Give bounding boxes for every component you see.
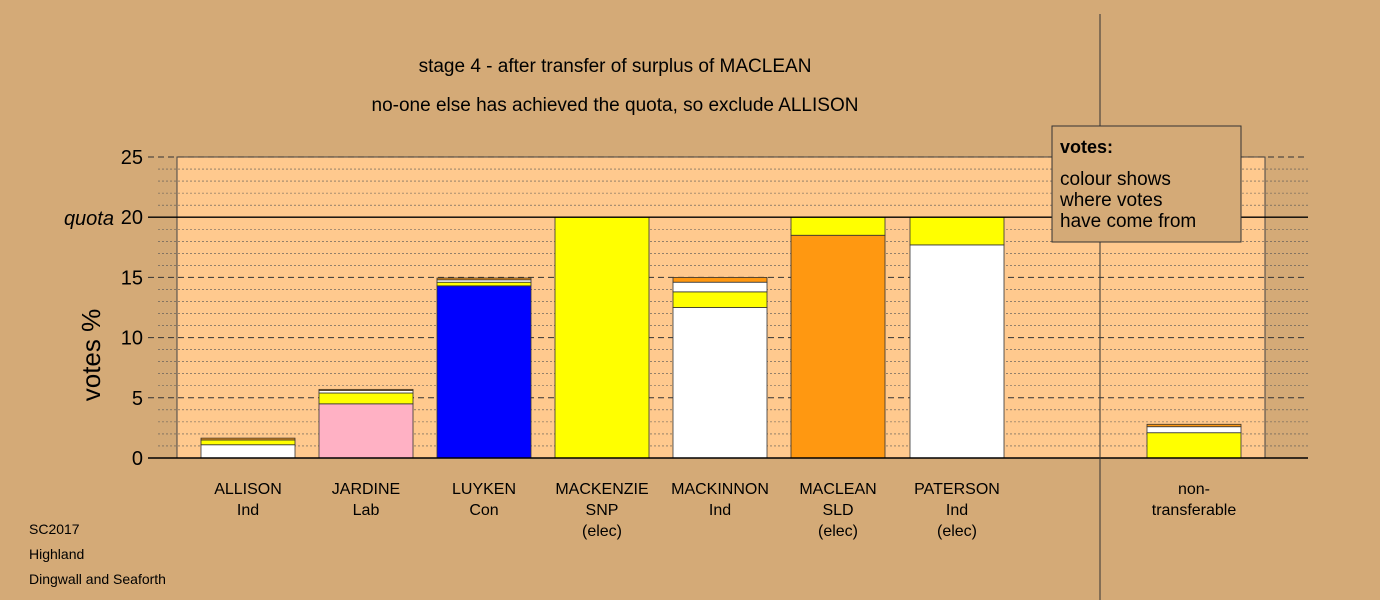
y-tick-label: 15 <box>121 267 143 289</box>
category-label: MACKENZIE <box>555 481 648 498</box>
bar-segment <box>1146 423 1242 428</box>
footer-line-2: Highland <box>29 546 85 562</box>
bar-segment <box>318 388 414 391</box>
y-tick-label: 5 <box>132 388 143 410</box>
bar-segment <box>909 216 1005 246</box>
bar-segment <box>1146 426 1242 434</box>
bar-segment <box>909 244 1005 459</box>
bar-segment <box>200 444 296 459</box>
legend-line-2: where votes <box>1059 190 1162 211</box>
category-label: Lab <box>353 502 380 519</box>
bar-segment <box>318 392 414 405</box>
legend-line-1: colour shows <box>1060 169 1171 190</box>
category-label: transferable <box>1152 502 1237 519</box>
bar-segment <box>672 276 768 283</box>
chart-title: stage 4 - after transfer of surplus of M… <box>419 56 812 77</box>
category-label: non- <box>1178 481 1210 498</box>
category-label: MACKINNON <box>671 481 769 498</box>
category-label: (elec) <box>818 523 858 540</box>
category-label: PATERSON <box>914 481 1000 498</box>
y-tick-label: 0 <box>132 448 143 470</box>
category-label: MACLEAN <box>799 481 876 498</box>
bar-segment <box>200 439 296 446</box>
bar-segment <box>554 216 650 459</box>
category-label: ALLISON <box>214 481 282 498</box>
category-label: Ind <box>237 502 259 519</box>
category-label: Con <box>469 502 498 519</box>
y-axis-label: votes % <box>76 309 106 402</box>
footer-line-1: SC2017 <box>29 521 80 537</box>
bar-segment <box>672 281 768 293</box>
bar-segment <box>436 281 532 287</box>
bar-segment <box>672 291 768 308</box>
chart-subtitle: no-one else has achieved the quota, so e… <box>372 95 859 116</box>
y-tick-label: 20 <box>121 207 143 229</box>
bar-segment <box>436 277 532 281</box>
bar-segment <box>790 234 886 459</box>
category-label: Ind <box>946 502 968 519</box>
category-label: SLD <box>822 502 853 519</box>
bar-segment <box>318 403 414 459</box>
category-label: Ind <box>709 502 731 519</box>
bar-segment <box>436 285 532 459</box>
category-label: JARDINE <box>332 481 400 498</box>
category-label: SNP <box>586 502 619 519</box>
legend-title: votes: <box>1060 137 1113 157</box>
legend-line-3: have come from <box>1060 211 1196 232</box>
y-ticks: 0 5 10 15 20 25 <box>121 147 143 470</box>
y-tick-label: 10 <box>121 328 143 350</box>
bars <box>200 216 1242 459</box>
bar-segment <box>200 437 296 441</box>
footer-line-3: Dingwall and Seaforth <box>29 571 166 587</box>
x-categories: ALLISON Ind JARDINE Lab LUYKEN Con MACKENZIE SN… <box>214 481 1236 540</box>
category-label: (elec) <box>937 523 977 540</box>
bar-segment <box>790 216 886 236</box>
legend: votes: colour shows where votes have com… <box>1051 125 1242 243</box>
y-tick-label: 25 <box>121 147 143 169</box>
bar-segment <box>1146 432 1242 459</box>
category-label: LUYKEN <box>452 481 516 498</box>
legend-box <box>1051 125 1242 243</box>
category-label: (elec) <box>582 523 622 540</box>
quota-label: quota <box>64 208 114 230</box>
bar-segment <box>672 307 768 459</box>
